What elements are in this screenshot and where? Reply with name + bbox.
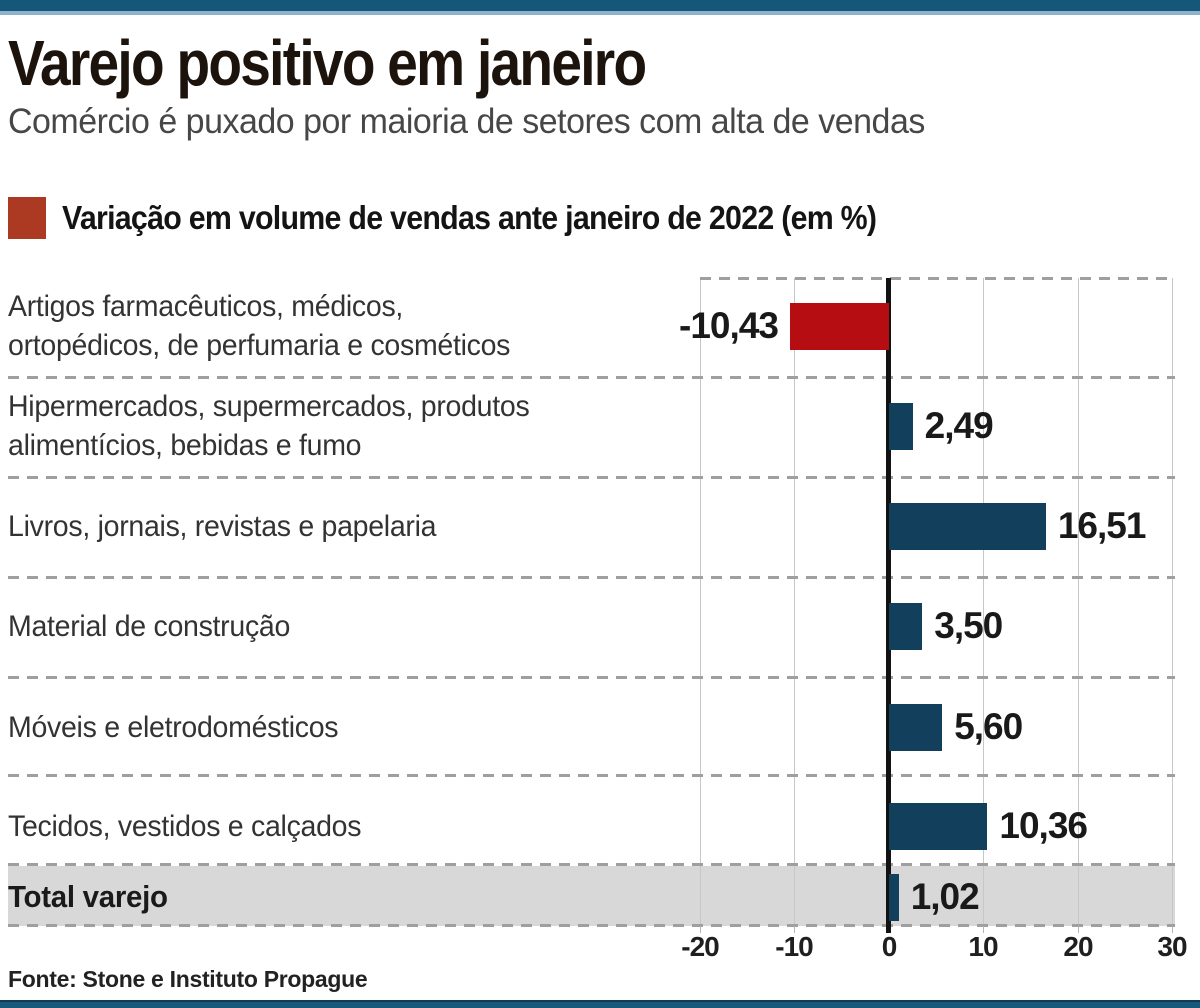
x-tick-label: 30: [1157, 931, 1187, 962]
category-label: Tecidos, vestidos e calçados: [8, 809, 362, 843]
legend-label: Variação em volume de vendas ante janeir…: [62, 199, 877, 236]
x-tick-label: -20: [681, 931, 719, 962]
bar: [889, 873, 899, 921]
category-label-total: Total varejo: [8, 878, 168, 914]
axis-tick: [1078, 926, 1079, 933]
top-border: [0, 0, 1200, 11]
bar: [889, 802, 988, 850]
value-label: 10,36: [999, 805, 1088, 846]
category-label: Artigos farmacêuticos, médicos, ortopédi…: [8, 290, 511, 362]
x-tick-label: 20: [1063, 931, 1093, 962]
value-label: 3,50: [934, 605, 1003, 646]
row-separator: [8, 774, 1175, 777]
category-label: Hipermercados, supermercados, produtos a…: [8, 390, 530, 462]
legend-swatch: [8, 197, 46, 239]
legend: Variação em volume de vendas ante janeir…: [8, 196, 947, 240]
category-label: Material de construção: [8, 609, 291, 643]
value-label: 2,49: [924, 405, 994, 446]
x-tick-label: 0: [881, 931, 898, 962]
row-separator: [8, 376, 1175, 379]
row-separator: [8, 476, 1175, 479]
axis-tick: [794, 926, 795, 933]
gridline: [794, 278, 795, 926]
bottom-border: [0, 1000, 1200, 1008]
row-separator: [8, 863, 1175, 866]
plot-top-border: [700, 277, 1173, 280]
gridline: [1078, 278, 1079, 926]
gridline: [700, 278, 701, 926]
row-separator: [8, 676, 1175, 679]
gridline: [1172, 278, 1173, 926]
x-tick-label: -10: [775, 931, 813, 962]
zero-axis-line: [886, 278, 891, 933]
bar: [889, 402, 913, 450]
gridline: [983, 278, 984, 926]
plot-bottom-border: [8, 924, 1175, 927]
total-row-band: [8, 866, 1175, 926]
value-label: -10,43: [679, 305, 779, 346]
value-label: 1,02: [910, 876, 980, 917]
category-label: Móveis e eletrodomésticos: [8, 710, 339, 744]
bar: [789, 302, 889, 350]
value-label: 5,60: [954, 706, 1023, 747]
page-title: Varejo positivo em janeiro: [8, 27, 647, 99]
page-subtitle: Comércio é puxado por maioria de setores…: [8, 102, 925, 141]
top-border-accent: [0, 11, 1200, 15]
source-note: Fonte: Stone e Instituto Propague: [8, 966, 368, 992]
bar: [889, 502, 1046, 550]
value-label: 16,51: [1057, 505, 1147, 546]
axis-tick: [1172, 926, 1173, 933]
axis-tick: [983, 926, 984, 933]
row-separator: [8, 576, 1175, 579]
bar: [889, 602, 923, 650]
x-tick-label: 10: [968, 931, 998, 962]
category-label: Livros, jornais, revistas e papelaria: [8, 509, 437, 543]
bar: [889, 703, 943, 751]
axis-tick: [700, 926, 701, 933]
